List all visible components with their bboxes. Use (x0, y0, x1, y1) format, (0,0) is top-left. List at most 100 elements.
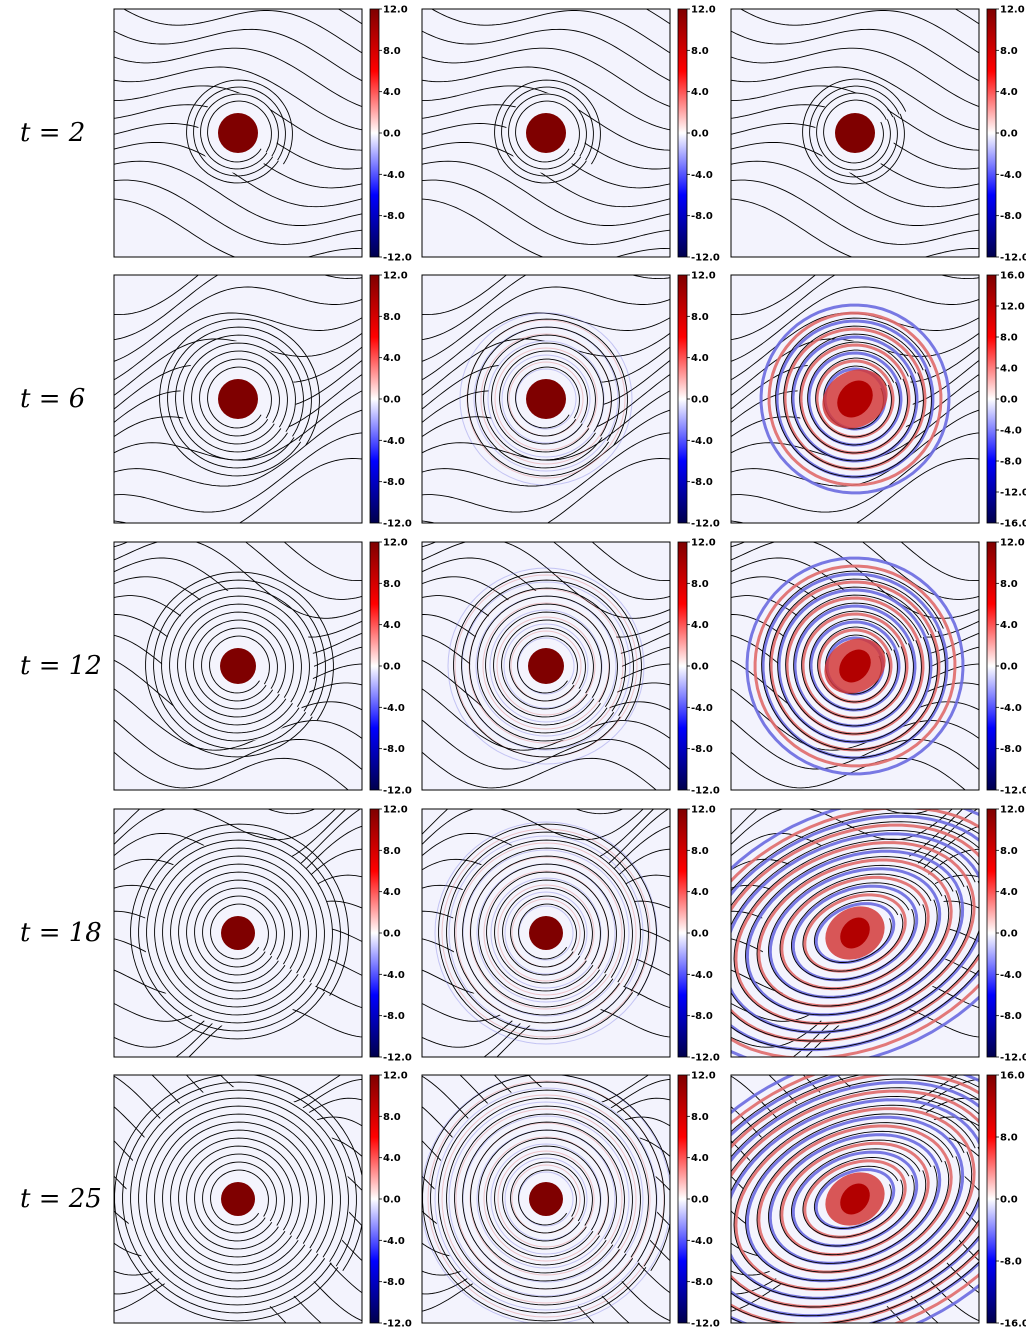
streamline-ring (175, 334, 304, 461)
streamline-ring (731, 1075, 979, 1323)
streamline-ring (768, 1130, 943, 1264)
streamline (422, 28, 670, 82)
streamline (731, 47, 979, 108)
streamline-ring (518, 903, 577, 960)
streamline-ring (186, 1145, 293, 1250)
streamline-ring (193, 619, 286, 710)
colorbar-tick-label: -8.0 (383, 1011, 405, 1022)
streamline-ring (191, 350, 288, 445)
colorbar-tick-label: 12.0 (383, 805, 408, 816)
streamline (739, 9, 979, 54)
streamline-ring (731, 1087, 979, 1308)
streamline (283, 542, 362, 582)
streamline (731, 458, 979, 523)
colorbar-tick-label: 0.0 (383, 662, 401, 673)
streamline-ring (801, 610, 908, 719)
colorbar-tick-label: -12.0 (383, 253, 412, 264)
colorbar: 12.0 8.0 4.0 0.0 -4.0 -8.0 -12.0 (369, 1071, 412, 1330)
streamline-ring (494, 79, 601, 184)
streamline (731, 286, 979, 362)
colorbar-tick-label: 4.0 (691, 1153, 709, 1164)
colorbar-tick-label: 8.0 (1000, 1133, 1018, 1144)
streamline-ring (501, 619, 594, 710)
streamline-ring (491, 342, 604, 453)
colorbar-tick-label: 12.0 (1000, 538, 1025, 549)
streamline (422, 275, 508, 316)
row-label: t = 18 (20, 918, 102, 948)
vorticity-panel: 12.0 8.0 4.0 0.0 -4.0 -8.0 -12.0 (421, 5, 720, 264)
streamline (731, 141, 979, 208)
vorticity-panel: 12.0 8.0 4.0 0.0 -4.0 -8.0 -12.0 (113, 1071, 412, 1330)
colorbar-tick-label: 0.0 (691, 929, 709, 940)
streamline (422, 719, 670, 771)
streamline-ring (185, 611, 294, 718)
streamline-ring (807, 349, 902, 446)
colorbar-tick-label: 0.0 (691, 129, 709, 140)
colorbar-tick-label: -4.0 (383, 436, 405, 447)
streamline-ring (731, 821, 979, 1042)
streamline-ring (178, 871, 301, 992)
streamline-ring (486, 871, 609, 992)
streamline-ring (169, 595, 310, 734)
colorbar-tick-label: -8.0 (691, 1011, 713, 1022)
colorbar-tick-label: 4.0 (383, 620, 401, 631)
colorbar-tick-label: -8.0 (383, 211, 405, 222)
colorbar-tick-label: 8.0 (1000, 333, 1018, 344)
streamline (422, 160, 670, 226)
streamline (900, 542, 979, 582)
vorticity-panel: 12.0 8.0 4.0 0.0 -4.0 -8.0 -12.0 (113, 538, 412, 797)
streamline (422, 409, 670, 487)
colorbar-tick-label: -8.0 (691, 1277, 713, 1288)
streamline-ring (162, 855, 317, 1008)
streamline-ring (518, 1169, 577, 1226)
streamline (422, 312, 670, 381)
colorbar-tick-label: 0.0 (383, 129, 401, 140)
streamline-ring (756, 1122, 954, 1273)
streamline-ring (201, 627, 278, 702)
streamline-ring (823, 99, 887, 164)
colorbar-tick-label: -12.0 (691, 253, 720, 264)
colorbar-tick-label: 8.0 (1000, 579, 1018, 590)
vorticity-panel: 12.0 8.0 4.0 0.0 -4.0 -8.0 -12.0 (113, 271, 412, 530)
streamline-ring (731, 812, 979, 1051)
streamline-ring (777, 586, 930, 743)
colorbar-tick-label: 4.0 (383, 887, 401, 898)
streamline-ring (509, 627, 586, 702)
vorticity-panel: 12.0 8.0 4.0 0.0 -4.0 -8.0 -12.0 (730, 5, 1026, 264)
colorbar-tick-label: 4.0 (1000, 87, 1018, 98)
streamline-ring (779, 1139, 932, 1256)
colorbar: 12.0 8.0 4.0 0.0 -4.0 -8.0 -12.0 (677, 538, 720, 797)
colorbar-tick-label: -4.0 (383, 1236, 405, 1247)
row-label: t = 12 (20, 651, 102, 681)
colorbar: 12.0 8.0 4.0 0.0 -4.0 -8.0 -12.0 (677, 1071, 720, 1330)
streamline (422, 458, 670, 523)
colorbar: 12.0 8.0 4.0 0.0 -4.0 -8.0 -12.0 (677, 271, 720, 530)
streamline-ring (779, 873, 932, 990)
colorbar-tick-label: 16.0 (1000, 271, 1025, 282)
streamline-ring (809, 618, 900, 711)
streamline-ring (502, 887, 593, 976)
streamline-ring (422, 1075, 670, 1322)
colorbar: 12.0 8.0 4.0 0.0 -4.0 -8.0 -12.0 (986, 5, 1026, 264)
colorbar: 12.0 8.0 4.0 0.0 -4.0 -8.0 -12.0 (986, 805, 1026, 1064)
colorbar-tick-label: 4.0 (691, 887, 709, 898)
colorbar-tick-label: -8.0 (691, 477, 713, 488)
streamline-ring (501, 86, 594, 177)
streamline-ring (815, 357, 895, 438)
vorticity-panel: 12.0 8.0 4.0 0.0 -4.0 -8.0 -12.0 (113, 805, 412, 1064)
streamline-ring (186, 79, 293, 184)
colorbar-tick-label: 12.0 (383, 5, 408, 16)
colorbar-tick-label: 12.0 (691, 271, 716, 282)
streamline-ring (194, 1153, 285, 1242)
streamline-ring (130, 823, 349, 1040)
colorbar: 12.0 8.0 4.0 0.0 -4.0 -8.0 -12.0 (369, 805, 412, 1064)
streamline-ring (462, 847, 633, 1016)
streamline-ring (177, 603, 302, 726)
streamline (422, 85, 670, 151)
colorbar-tick-label: -8.0 (1000, 211, 1022, 222)
streamline-ring (207, 100, 272, 163)
streamline-ring (130, 1089, 349, 1306)
streamline (422, 66, 670, 131)
streamline-ring (202, 1161, 277, 1234)
streamline-ring (162, 1121, 317, 1274)
